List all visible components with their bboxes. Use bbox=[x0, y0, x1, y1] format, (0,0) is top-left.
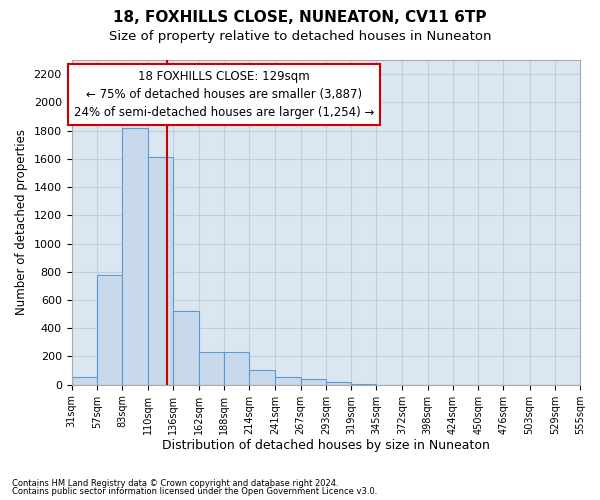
Bar bbox=[97, 274, 122, 384]
Text: Contains HM Land Registry data © Crown copyright and database right 2024.: Contains HM Land Registry data © Crown c… bbox=[12, 478, 338, 488]
Text: 18 FOXHILLS CLOSE: 129sqm
← 75% of detached houses are smaller (3,887)
24% of se: 18 FOXHILLS CLOSE: 129sqm ← 75% of detac… bbox=[74, 70, 374, 118]
Bar bbox=[301, 379, 326, 384]
Bar bbox=[326, 382, 351, 384]
Bar bbox=[122, 128, 148, 384]
Bar bbox=[224, 352, 249, 384]
Bar bbox=[249, 370, 275, 384]
Text: 18, FOXHILLS CLOSE, NUNEATON, CV11 6TP: 18, FOXHILLS CLOSE, NUNEATON, CV11 6TP bbox=[113, 10, 487, 25]
Bar bbox=[275, 377, 301, 384]
Bar bbox=[148, 158, 173, 384]
Bar bbox=[199, 352, 224, 384]
Bar bbox=[173, 312, 199, 384]
Text: Size of property relative to detached houses in Nuneaton: Size of property relative to detached ho… bbox=[109, 30, 491, 43]
Text: Contains public sector information licensed under the Open Government Licence v3: Contains public sector information licen… bbox=[12, 487, 377, 496]
Bar bbox=[71, 377, 97, 384]
X-axis label: Distribution of detached houses by size in Nuneaton: Distribution of detached houses by size … bbox=[162, 440, 490, 452]
Y-axis label: Number of detached properties: Number of detached properties bbox=[15, 130, 28, 316]
